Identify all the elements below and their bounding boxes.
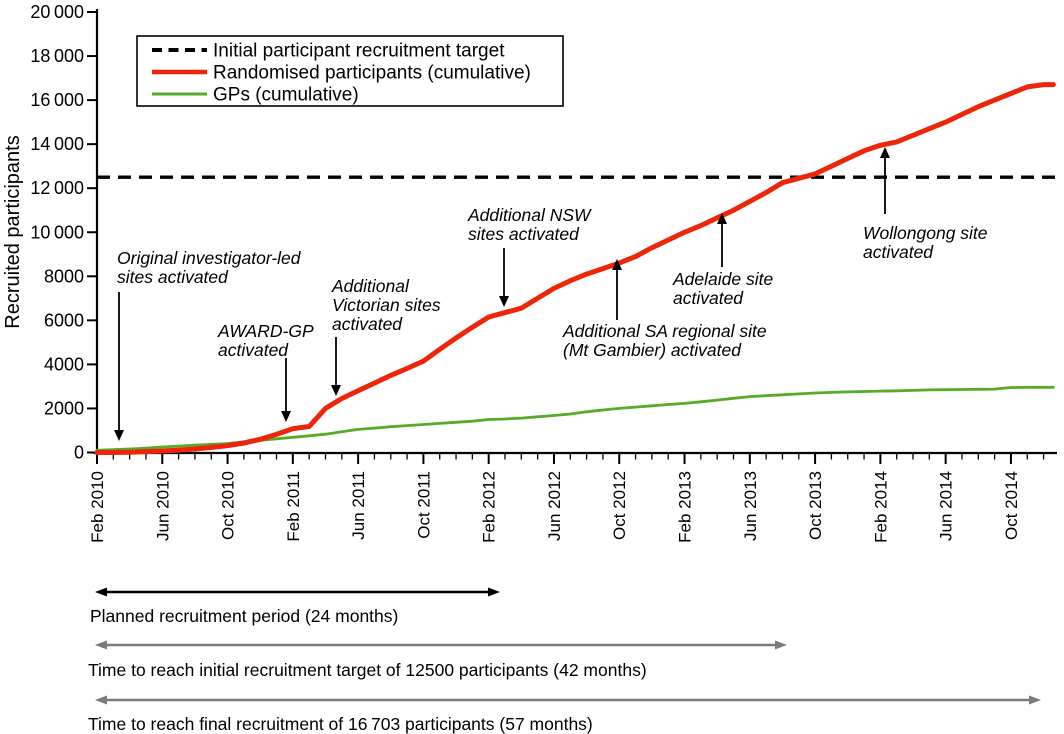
annotation-text-3: Additional NSW	[467, 205, 592, 225]
y-tick-label: 16 000	[30, 90, 84, 110]
arrow-down-icon	[114, 430, 124, 441]
x-tick-label: Feb 2014	[871, 471, 890, 543]
annotation-text-4: (Mt Gambier) activated	[563, 340, 742, 360]
arrow-right-icon	[1029, 695, 1041, 705]
timeline-label-1: Time to reach initial recruitment target…	[88, 660, 647, 680]
annotation-text-2: Victorian sites	[332, 295, 441, 315]
legend-box	[136, 35, 564, 107]
legend: Initial participant recruitment targetRa…	[136, 35, 564, 107]
arrow-right-icon	[775, 640, 787, 650]
annotation-text-2: Additional	[331, 276, 410, 296]
timeline-label-0: Planned recruitment period (24 months)	[90, 606, 398, 626]
x-tick-label: Oct 2010	[219, 471, 238, 540]
arrow-down-icon	[499, 296, 509, 307]
arrow-left-icon	[95, 695, 107, 705]
annotation-text-1: AWARD-GP	[217, 321, 314, 341]
annotation-text-3: sites activated	[468, 224, 580, 244]
arrow-right-icon	[488, 587, 500, 597]
timeline-arrows: Planned recruitment period (24 months) Ti…	[88, 587, 1041, 734]
y-tick-label: 18 000	[30, 46, 84, 66]
y-tick-label: 10 000	[30, 222, 84, 242]
x-tick-label: Oct 2014	[1002, 471, 1021, 540]
series-line-1	[95, 385, 1055, 452]
arrow-left-icon	[95, 587, 107, 597]
y-tick-label: 20 000	[30, 2, 84, 22]
y-axis-title: Recruited participants	[2, 135, 24, 328]
x-tick-label: Jun 2011	[349, 471, 368, 540]
annotation-text-2: activated	[332, 314, 403, 334]
y-tick-label: 8000	[44, 266, 84, 286]
arrow-left-icon	[95, 640, 107, 650]
legend-label: GPs (cumulative)	[213, 85, 359, 106]
legend-label: Randomised participants (cumulative)	[213, 63, 531, 84]
annotation-text-5: activated	[673, 288, 744, 308]
y-tick-label: 6000	[44, 310, 84, 330]
annotation-text-1: activated	[218, 340, 289, 360]
x-tick-label: Feb 2010	[88, 471, 107, 543]
series-line-0	[94, 82, 1056, 455]
annotation-text-4: Additional SA regional site	[562, 321, 767, 341]
arrow-down-icon	[331, 385, 341, 396]
annotation-text-6: Wollongong site	[863, 223, 988, 243]
x-tick-label: Jun 2012	[545, 471, 564, 541]
timeline-label-2: Time to reach final recruitment of 16 70…	[88, 714, 593, 734]
y-tick-label: 14 000	[30, 134, 84, 154]
arrow-up-icon	[880, 147, 890, 158]
annotation-text-5: Adelaide site	[672, 269, 773, 289]
x-tick-label: Oct 2013	[806, 471, 825, 540]
x-tick-label: Oct 2011	[414, 471, 433, 539]
x-tick-label: Oct 2012	[610, 471, 629, 540]
x-tick-label: Feb 2013	[676, 471, 695, 543]
x-tick-label: Jun 2014	[937, 471, 956, 541]
annotation-text-0: Original investigator-led	[117, 248, 302, 268]
x-tick-label: Jun 2010	[153, 471, 172, 541]
arrow-down-icon	[281, 411, 291, 422]
x-tick-label: Feb 2012	[480, 471, 499, 543]
axes: 0 2000 4000 6000 8000 10 000 12 000 14 000 16 00…	[2, 2, 1057, 543]
x-tick-label: Feb 2011	[284, 471, 303, 542]
y-tick-label: 12 000	[30, 178, 84, 198]
y-tick-label: 2000	[44, 398, 84, 418]
y-tick-label: 4000	[44, 354, 84, 374]
arrow-up-icon	[717, 213, 727, 224]
y-tick-label: 0	[74, 443, 84, 463]
annotation-text-6: activated	[863, 242, 934, 262]
x-tick-label: Jun 2013	[741, 471, 760, 541]
series-lines	[94, 82, 1056, 455]
annotation-text-0: sites activated	[117, 267, 229, 287]
arrow-up-icon	[612, 259, 622, 270]
legend-label: Initial participant recruitment target	[213, 41, 505, 62]
